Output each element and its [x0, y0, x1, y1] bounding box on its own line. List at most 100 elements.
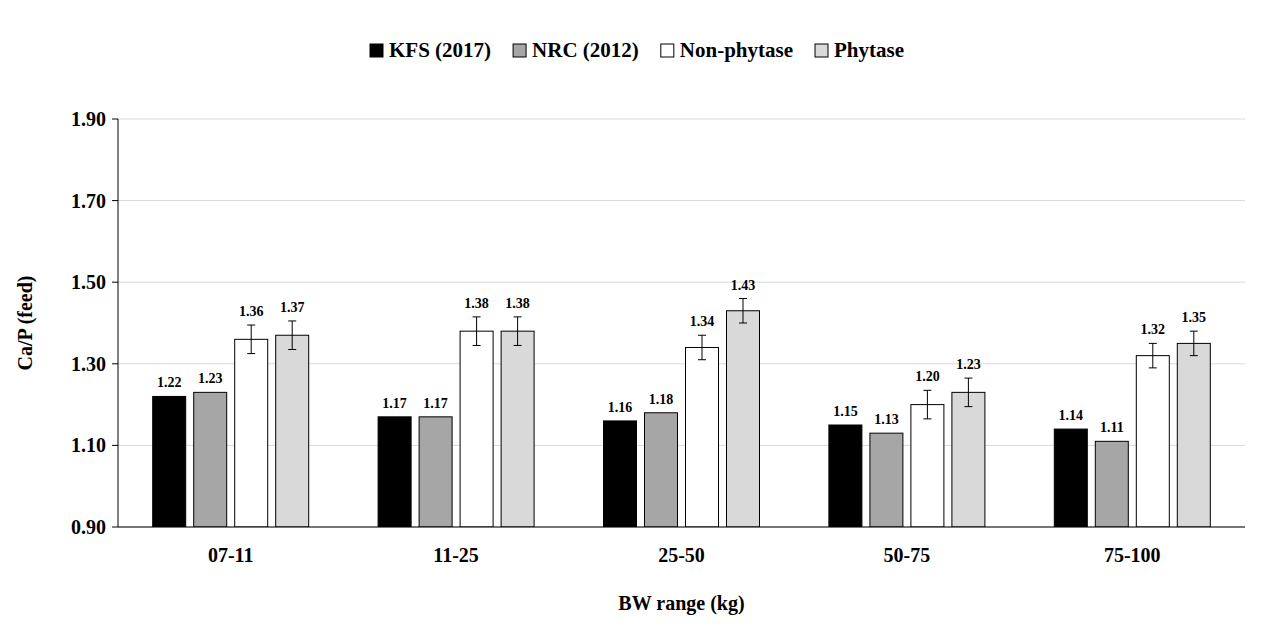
error-cap — [739, 298, 747, 299]
data-label: 1.32 — [1141, 322, 1166, 337]
legend-swatch — [661, 44, 674, 57]
error-stem — [743, 299, 744, 323]
data-label: 1.38 — [505, 296, 530, 311]
bar — [911, 405, 944, 527]
bar — [870, 433, 903, 527]
data-label: 1.16 — [608, 400, 633, 415]
error-cap — [1190, 331, 1198, 332]
data-label: 1.34 — [690, 314, 715, 329]
error-bar — [964, 378, 972, 407]
error-cap — [698, 359, 706, 360]
x-tick-label: 11-25 — [433, 544, 479, 566]
data-label: 1.23 — [956, 357, 981, 372]
data-label: 1.37 — [280, 300, 305, 315]
bar — [829, 425, 862, 527]
y-tick-label: 1.50 — [71, 271, 106, 293]
x-axis-title: BW range (kg) — [618, 592, 744, 615]
y-tick-label: 1.90 — [71, 108, 106, 130]
legend-label: NRC (2012) — [532, 38, 639, 62]
y-tick — [112, 282, 118, 283]
bar — [153, 396, 186, 527]
y-tick-label: 0.90 — [71, 516, 106, 538]
data-label: 1.13 — [874, 412, 899, 427]
data-label: 1.38 — [464, 296, 489, 311]
x-tick-label: 25-50 — [658, 544, 705, 566]
error-bar — [514, 317, 522, 346]
y-axis-title: Ca/P (feed) — [14, 276, 37, 371]
bar — [1177, 343, 1210, 527]
bar — [235, 339, 268, 527]
bar — [604, 421, 637, 527]
error-bar — [923, 390, 931, 419]
data-label: 1.22 — [157, 375, 182, 390]
bar — [460, 331, 493, 527]
y-tick — [112, 363, 118, 364]
bar — [1054, 429, 1087, 527]
bar — [194, 392, 227, 527]
y-axis — [118, 119, 119, 527]
error-cap — [1190, 355, 1198, 356]
bar — [1095, 441, 1128, 527]
bar — [952, 392, 985, 527]
error-cap — [923, 418, 931, 419]
legend-swatch — [370, 44, 383, 57]
legend: KFS (2017)NRC (2012)Non-phytasePhytase — [370, 38, 904, 62]
x-tick-label: 50-75 — [884, 544, 931, 566]
error-bar — [698, 335, 706, 359]
legend-label: Phytase — [834, 38, 904, 62]
x-tick-label: 75-100 — [1104, 544, 1161, 566]
bar — [727, 311, 760, 527]
bar — [419, 417, 452, 527]
error-cap — [964, 378, 972, 379]
error-cap — [1149, 367, 1157, 368]
error-stem — [1193, 331, 1194, 355]
error-cap — [964, 406, 972, 407]
error-stem — [251, 325, 252, 354]
bar — [276, 335, 309, 527]
error-cap — [698, 335, 706, 336]
data-label: 1.17 — [423, 396, 448, 411]
data-label: 1.43 — [731, 278, 756, 293]
error-stem — [476, 317, 477, 346]
data-label: 1.11 — [1100, 420, 1124, 435]
grid-line — [118, 200, 1245, 201]
grid-line — [118, 527, 1245, 528]
error-stem — [517, 317, 518, 346]
data-label: 1.36 — [239, 304, 264, 319]
legend-swatch — [815, 44, 828, 57]
grid-line — [118, 119, 1245, 120]
error-bar — [739, 299, 747, 323]
error-cap — [473, 345, 481, 346]
error-cap — [288, 320, 296, 321]
y-tick — [112, 200, 118, 201]
error-cap — [473, 316, 481, 317]
error-stem — [292, 321, 293, 350]
error-bar — [473, 317, 481, 346]
error-cap — [247, 325, 255, 326]
data-label: 1.35 — [1182, 310, 1207, 325]
error-bar — [1149, 343, 1157, 367]
y-tick-label: 1.10 — [71, 434, 106, 456]
y-tick — [112, 119, 118, 120]
error-cap — [247, 353, 255, 354]
error-stem — [702, 335, 703, 359]
x-axis — [118, 527, 1245, 528]
y-tick-label: 1.70 — [71, 190, 106, 212]
data-label: 1.17 — [382, 396, 407, 411]
data-label: 1.23 — [198, 371, 223, 386]
bar — [501, 331, 534, 527]
bar — [378, 417, 411, 527]
data-label: 1.15 — [833, 404, 858, 419]
error-stem — [968, 378, 969, 407]
error-bar — [247, 325, 255, 354]
bar — [1136, 356, 1169, 527]
legend-swatch — [513, 44, 526, 57]
data-label: 1.14 — [1059, 408, 1084, 423]
legend-label: Non-phytase — [680, 38, 793, 62]
error-cap — [514, 316, 522, 317]
grid-line — [118, 282, 1245, 283]
error-cap — [514, 345, 522, 346]
bars — [153, 299, 1211, 527]
error-bar — [288, 321, 296, 350]
error-cap — [739, 323, 747, 324]
